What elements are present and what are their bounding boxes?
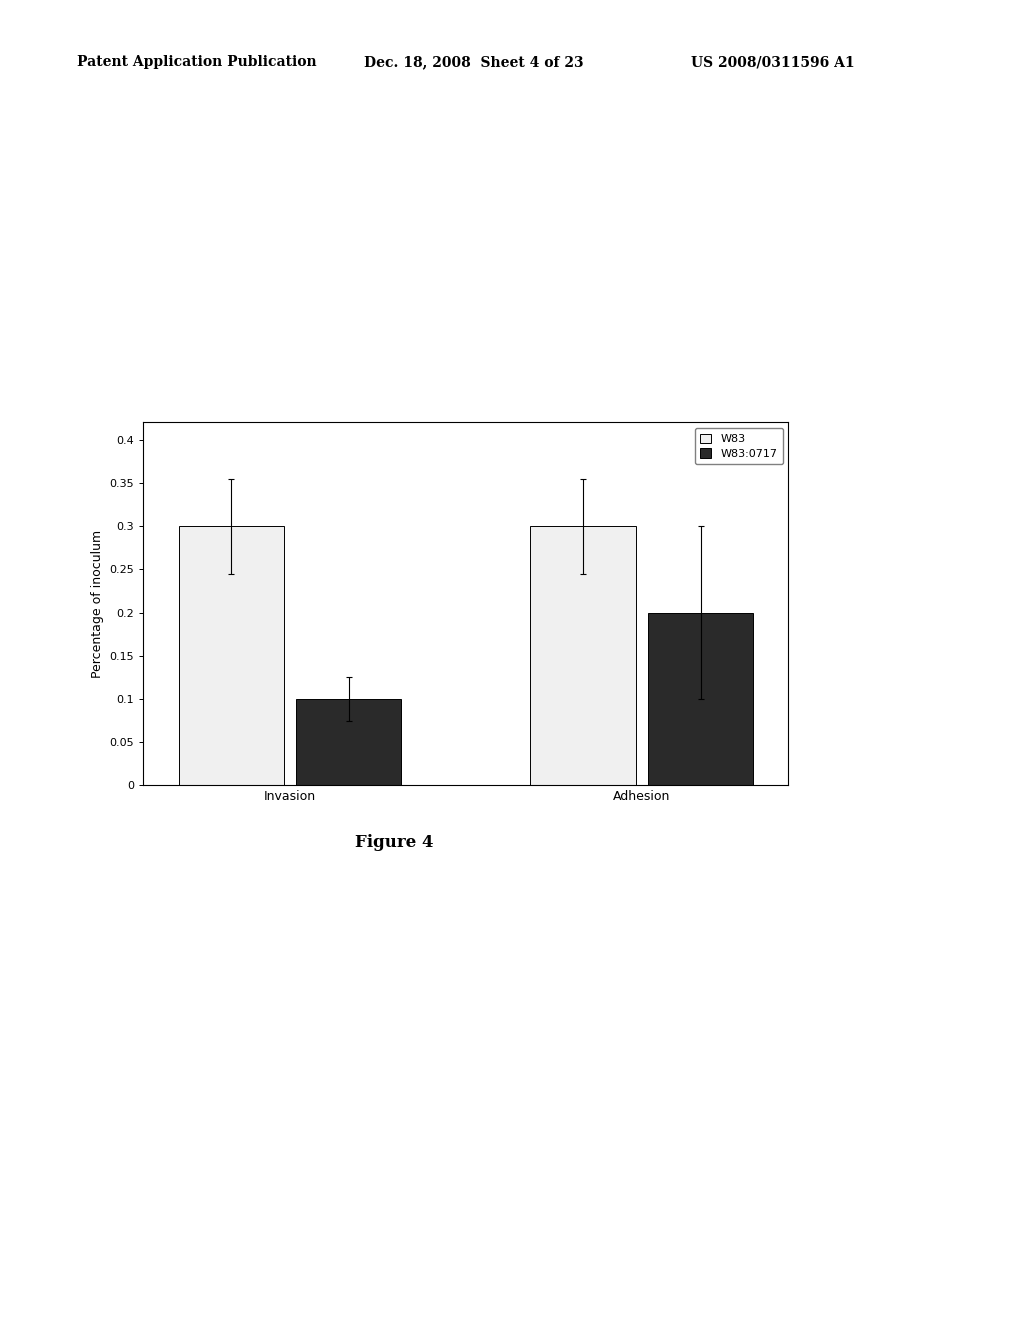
Bar: [296, 700, 401, 785]
Text: US 2008/0311596 A1: US 2008/0311596 A1: [691, 55, 855, 70]
Bar: [178, 527, 284, 785]
Bar: [530, 527, 636, 785]
Legend: W83, W83:0717: W83, W83:0717: [695, 428, 783, 465]
Y-axis label: Percentage of inoculum: Percentage of inoculum: [91, 529, 104, 678]
Bar: [648, 612, 754, 785]
Text: Patent Application Publication: Patent Application Publication: [77, 55, 316, 70]
Text: Dec. 18, 2008  Sheet 4 of 23: Dec. 18, 2008 Sheet 4 of 23: [364, 55, 583, 70]
Text: Figure 4: Figure 4: [355, 834, 433, 851]
